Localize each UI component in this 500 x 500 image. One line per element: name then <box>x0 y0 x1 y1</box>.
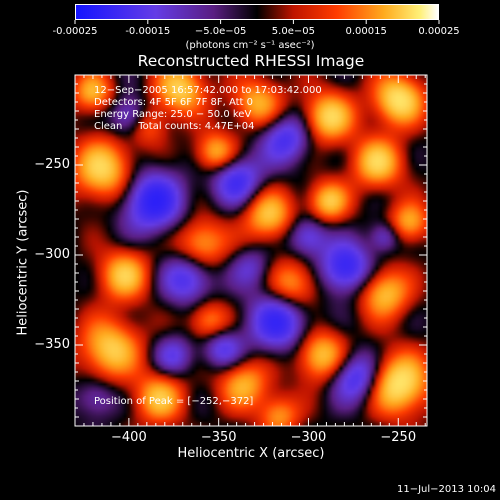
y-tick-label: −250 <box>34 157 70 172</box>
y-tick-label: −350 <box>34 337 70 352</box>
colorbar <box>75 4 439 20</box>
annotation-method-counts: Clean Total counts: 4.47E+04 <box>94 121 255 132</box>
colorbar-tick-label: 0.00025 <box>418 26 460 37</box>
date-stamp: 11−Jul−2013 10:04 <box>397 484 496 495</box>
plot-frame <box>74 74 428 427</box>
annotation-energy-range: Energy Range: 25.0 − 50.0 keV <box>94 109 252 120</box>
colorbar-tick-label: 5.0e−05 <box>271 26 315 37</box>
x-tick-label: −400 <box>111 430 147 445</box>
colorbar-ticks <box>74 20 440 24</box>
annotation-time-range: 12−Sep−2005 16:57:42.000 to 17:03:42.000 <box>94 85 322 96</box>
x-tick-label: −250 <box>380 430 417 445</box>
heatmap-image <box>75 75 427 426</box>
x-tick-label: −350 <box>200 430 237 445</box>
x-axis-ticks <box>83 75 426 426</box>
y-tick-label: −300 <box>34 247 70 262</box>
y-axis-ticks <box>75 83 427 418</box>
y-axis-label: Heliocentric Y (arcsec) <box>15 189 31 336</box>
chart-title: Reconstructed RHESSI Image <box>137 52 365 70</box>
x-tick-label: −300 <box>290 430 327 445</box>
annotation-peak-position: Position of Peak = [−252,−372] <box>94 396 254 407</box>
colorbar-unit-label: (photons cm⁻² s⁻¹ asec⁻²) <box>185 40 315 51</box>
annotation-detectors: Detectors: 4F 5F 6F 7F 8F, Att 0 <box>94 97 254 108</box>
heatmap-raster <box>75 75 427 426</box>
colorbar-tick-label: 0.00015 <box>345 26 387 37</box>
x-axis-label: Heliocentric X (arcsec) <box>177 446 325 461</box>
colorbar-tick-label: -0.00015 <box>125 26 171 37</box>
colorbar-tick-label: −5.0e−05 <box>194 26 247 37</box>
colorbar-tick-label: -0.00025 <box>52 26 98 37</box>
